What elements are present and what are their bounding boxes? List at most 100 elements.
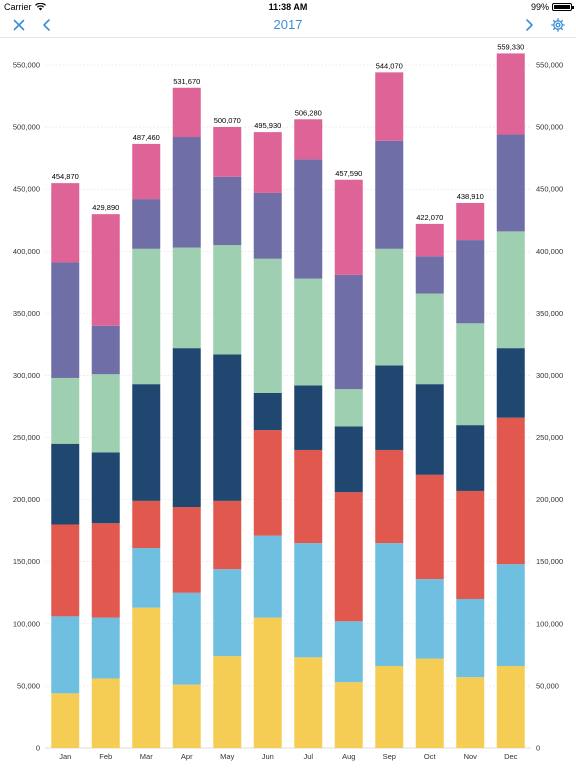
y-tick-label-left: 250,000 bbox=[13, 433, 40, 442]
bar-segment bbox=[172, 247, 201, 349]
bar-segment bbox=[172, 684, 201, 748]
bar-segment bbox=[294, 385, 323, 450]
bar-segment bbox=[172, 348, 201, 508]
bar-segment bbox=[91, 452, 120, 524]
close-button[interactable] bbox=[10, 16, 28, 34]
bar-total-label: 422,070 bbox=[416, 213, 443, 222]
y-tick-label-left: 450,000 bbox=[13, 185, 40, 194]
bar-segment bbox=[91, 325, 120, 375]
bar-total-label: 559,330 bbox=[497, 42, 524, 51]
bar-total-label: 544,070 bbox=[376, 61, 403, 70]
bar-segment bbox=[375, 72, 404, 141]
y-tick-label-left: 100,000 bbox=[13, 619, 40, 628]
bar-segment bbox=[253, 392, 282, 431]
y-tick-label-right: 250,000 bbox=[536, 433, 563, 442]
previous-year-button[interactable] bbox=[38, 16, 56, 34]
settings-button[interactable] bbox=[548, 16, 568, 34]
bar-segment bbox=[456, 202, 485, 241]
y-tick-label-left: 50,000 bbox=[17, 681, 40, 690]
close-icon bbox=[13, 19, 25, 31]
y-tick-label-right: 550,000 bbox=[536, 61, 563, 70]
bar-segment bbox=[294, 278, 323, 386]
bar-segment bbox=[294, 449, 323, 544]
bar-segment bbox=[415, 658, 444, 748]
bar-segment bbox=[456, 323, 485, 426]
bar-segment bbox=[213, 656, 242, 748]
bar-total-label: 487,460 bbox=[133, 133, 160, 142]
bar-segment bbox=[132, 548, 161, 608]
next-year-button[interactable] bbox=[520, 16, 538, 34]
bar-segment bbox=[51, 183, 80, 263]
bar-total-label: 506,280 bbox=[295, 108, 322, 117]
bar-segment bbox=[294, 657, 323, 748]
y-tick-label-left: 500,000 bbox=[13, 123, 40, 132]
bar-segment bbox=[334, 682, 363, 748]
status-bar: Carrier 11:38 AM 99% bbox=[0, 0, 576, 14]
bar-total-label: 500,070 bbox=[214, 116, 241, 125]
bar-segment bbox=[496, 134, 525, 232]
y-tick-label-right: 200,000 bbox=[536, 495, 563, 504]
y-tick-label-right: 400,000 bbox=[536, 247, 563, 256]
x-tick-label: Aug bbox=[342, 752, 355, 761]
y-tick-label-left: 300,000 bbox=[13, 371, 40, 380]
x-tick-label: Sep bbox=[383, 752, 396, 761]
bar-total-label: 495,930 bbox=[254, 121, 281, 130]
bar-segment bbox=[496, 348, 525, 418]
battery-percent: 99% bbox=[530, 2, 549, 12]
bar-segment bbox=[172, 592, 201, 685]
y-tick-label-left: 0 bbox=[36, 744, 40, 753]
bar-segment bbox=[334, 426, 363, 493]
y-tick-label-left: 350,000 bbox=[13, 309, 40, 318]
bar-segment bbox=[294, 119, 323, 160]
chevron-right-icon bbox=[526, 19, 533, 31]
bar-segment bbox=[213, 354, 242, 501]
y-tick-label-right: 300,000 bbox=[536, 371, 563, 380]
x-tick-label: Nov bbox=[464, 752, 478, 761]
x-tick-label: May bbox=[220, 752, 234, 761]
bar-segment bbox=[132, 248, 161, 385]
bar-total-label: 454,870 bbox=[52, 172, 79, 181]
bar-segment bbox=[253, 535, 282, 618]
bar-segment bbox=[496, 417, 525, 565]
bar-segment bbox=[132, 384, 161, 501]
bar-segment bbox=[51, 443, 80, 525]
stacked-bar-chart: 0 0 50,000 50,000 100,000 100,000 150,000 150,0… bbox=[13, 42, 563, 761]
bar-total-label: 531,670 bbox=[173, 77, 200, 86]
status-time: 11:38 AM bbox=[268, 2, 308, 12]
bar-segment bbox=[456, 240, 485, 324]
x-tick-label: Apr bbox=[181, 752, 193, 761]
bar-segment bbox=[132, 199, 161, 249]
bar-segment bbox=[253, 258, 282, 393]
bar-segment bbox=[213, 245, 242, 355]
bar-segment bbox=[253, 430, 282, 536]
bar-segment bbox=[253, 617, 282, 748]
bar-segment bbox=[132, 500, 161, 549]
bar-segment bbox=[496, 231, 525, 349]
bar-segment bbox=[253, 192, 282, 259]
bar-total-label: 457,590 bbox=[335, 169, 362, 178]
status-right: 99% bbox=[530, 0, 574, 14]
x-tick-label: Mar bbox=[140, 752, 153, 761]
bar-segment bbox=[213, 176, 242, 246]
bar-segment bbox=[172, 507, 201, 593]
carrier-label: Carrier bbox=[4, 2, 32, 12]
bar-segment bbox=[91, 523, 120, 618]
bar-segment bbox=[415, 256, 444, 294]
bar-segment bbox=[334, 274, 363, 390]
bar-segment bbox=[415, 293, 444, 385]
bar-segment bbox=[375, 543, 404, 667]
y-tick-label-right: 350,000 bbox=[536, 309, 563, 318]
bar-segment bbox=[172, 87, 201, 138]
bar-segment bbox=[456, 425, 485, 491]
x-tick-label: Jan bbox=[59, 752, 71, 761]
bar-total-label: 438,910 bbox=[457, 192, 484, 201]
y-tick-label-left: 400,000 bbox=[13, 247, 40, 256]
bar-segment bbox=[375, 365, 404, 450]
bar-segment bbox=[456, 598, 485, 678]
bar-segment bbox=[456, 490, 485, 599]
bar-segment bbox=[496, 53, 525, 135]
bar-segment bbox=[496, 564, 525, 667]
bar-total-label: 429,890 bbox=[92, 203, 119, 212]
bar-segment bbox=[415, 223, 444, 257]
status-left: Carrier bbox=[4, 0, 46, 14]
